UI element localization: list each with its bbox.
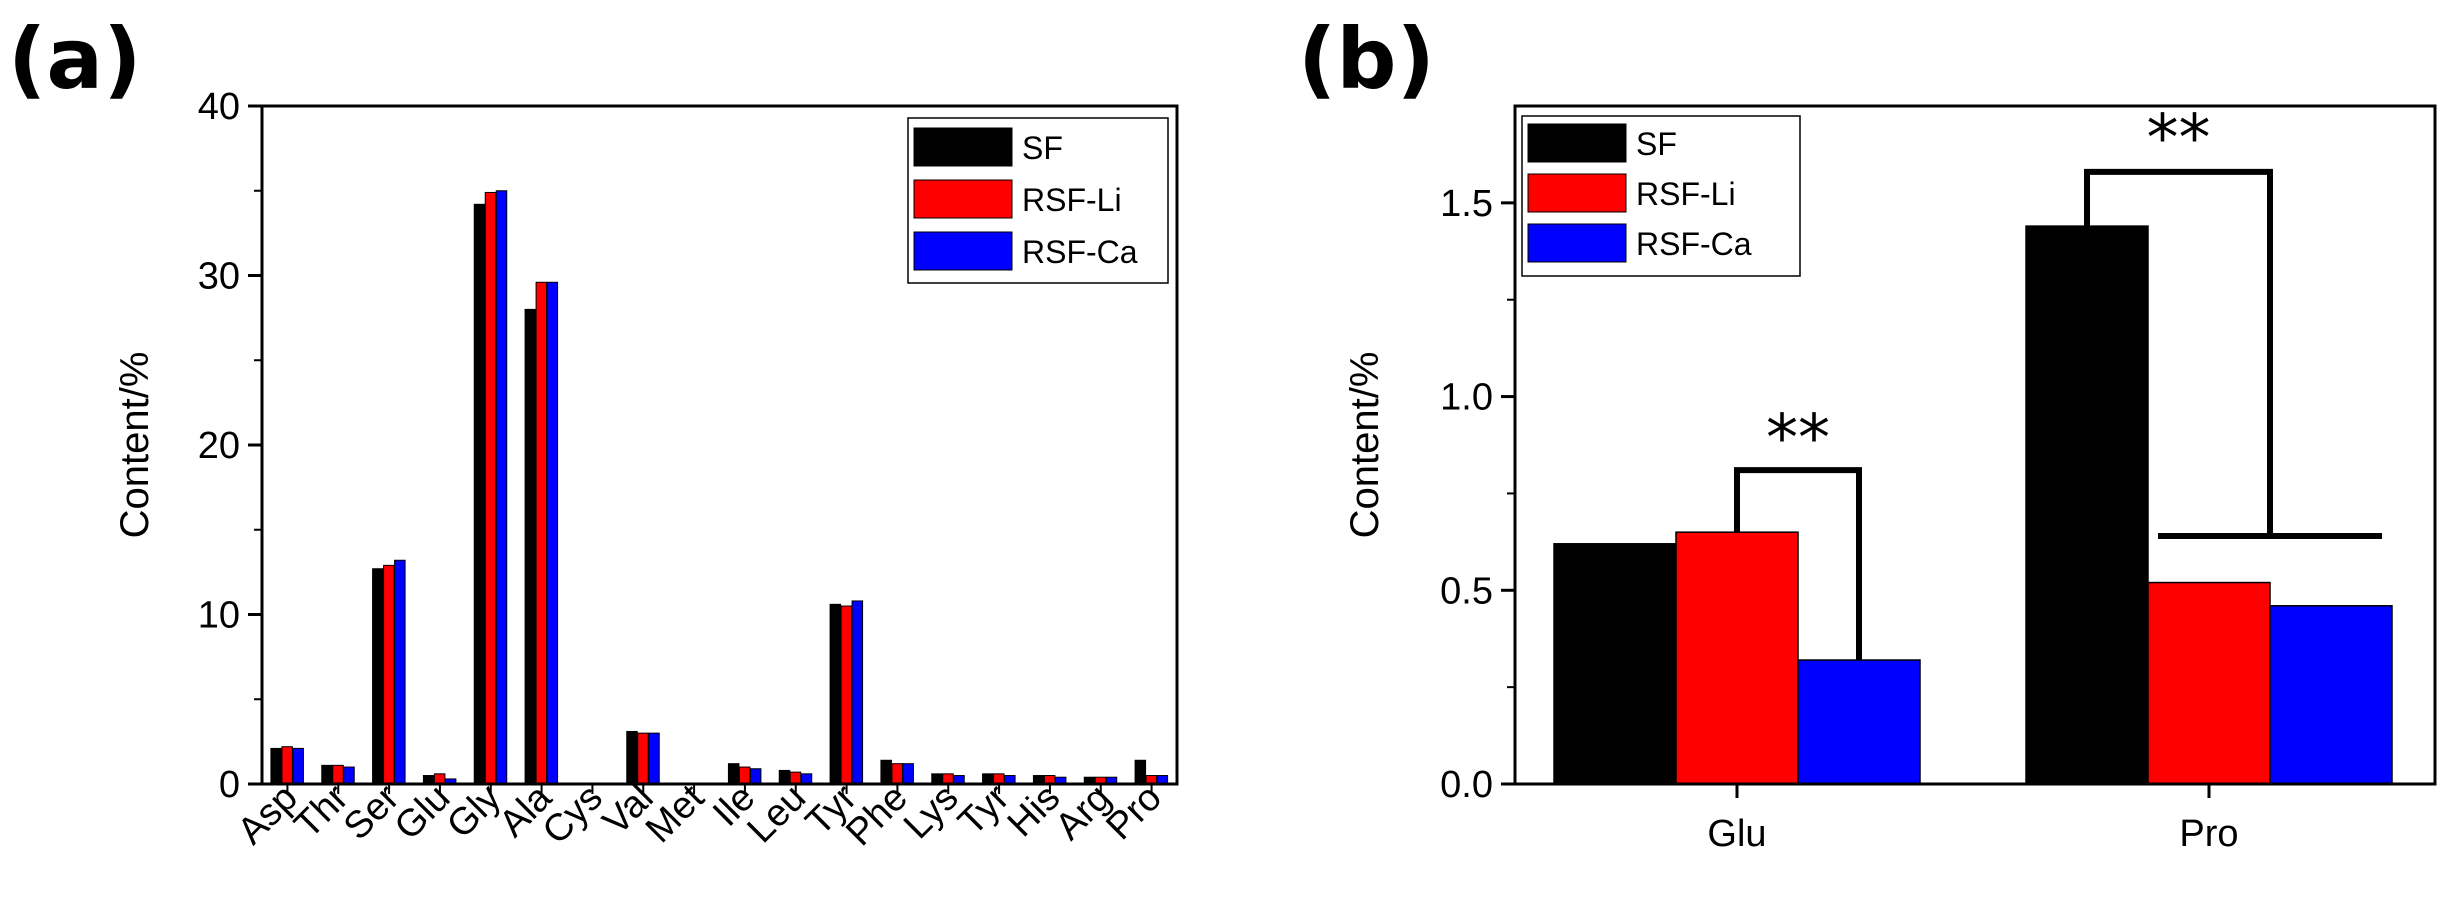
legend-swatch-rsf-li [913, 179, 1013, 219]
y-tick-label: 20 [198, 425, 240, 467]
legend-swatch-sf [913, 127, 1013, 167]
bar-a-tyr-rsf-li [840, 605, 853, 785]
panel-b-x-axis: Glu Pro [1707, 784, 2239, 855]
bar-a-leu-rsf-li [789, 771, 802, 785]
x-tick-label-met: Met [638, 776, 713, 851]
bar-a-thr-rsf-ca [343, 766, 355, 785]
bar-a-val-rsf-ca [648, 732, 660, 785]
bar-a-gly-sf [473, 203, 486, 785]
y-tick-label: 30 [198, 256, 240, 298]
bar-a-ala-sf [524, 308, 537, 785]
significance-label-glu: ** [1766, 402, 1830, 476]
bar-a-asp-rsf-ca [292, 747, 304, 785]
legend-label-rsf-li: RSF-Li [1636, 176, 1736, 212]
legend-label-rsf-ca: RSF-Ca [1636, 226, 1752, 262]
panel-b-label: (b) [1298, 10, 1435, 108]
bar-a-val-sf [626, 730, 638, 785]
panel-b-significance: ** ** [1734, 102, 2382, 661]
bar-a-glu-rsf-li [433, 773, 446, 785]
legend-label-rsf-li: RSF-Li [1022, 182, 1122, 218]
y-tick-label: 10 [198, 595, 240, 637]
legend-swatch-rsf-li [1527, 173, 1627, 213]
bar-a-phe-rsf-li [891, 763, 903, 785]
bar-a-tyr-rsf-li [993, 773, 1005, 785]
legend-swatch-rsf-ca [913, 231, 1013, 271]
bar-a-ser-rsf-ca [394, 559, 406, 785]
panel-a-y-axis: 0 10 20 30 40 [198, 86, 262, 806]
panel-b-legend: SF RSF-Li RSF-Ca [1521, 115, 1801, 277]
panel-a-x-axis: AspThrSerGluGlyAlaCysValMetIleLeuTyrPheL… [230, 776, 1170, 854]
bar-b-pro-sf [2025, 225, 2149, 785]
x-tick-label-pro: Pro [1098, 777, 1170, 849]
panel-b-chart: (b) ** ** 0.0 0.5 1.0 1.5 Glu Pro Content/% S… [1298, 10, 2437, 855]
bar-a-val-rsf-li [637, 732, 649, 785]
panel-a-chart: (a) 0 10 20 30 40 AspThrSerGluGlyAlaCysValMe… [8, 10, 1179, 854]
panel-b-bars [1553, 225, 2393, 785]
bar-b-pro-rsf-li [2147, 581, 2271, 785]
panel-a-y-axis-title: Content/% [113, 352, 157, 539]
bar-b-glu-rsf-li [1675, 531, 1799, 785]
panel-a-legend: SF RSF-Li RSF-Ca [907, 117, 1169, 284]
bar-a-ser-sf [372, 568, 384, 785]
bar-a-tyr-rsf-ca [851, 600, 864, 785]
bar-b-pro-rsf-ca [2269, 605, 2393, 785]
bar-a-thr-rsf-li [332, 764, 344, 785]
bar-a-lys-rsf-li [942, 773, 954, 785]
significance-label-pro: ** [2147, 102, 2211, 176]
legend-label-rsf-ca: RSF-Ca [1022, 234, 1138, 270]
bar-a-tyr-sf [829, 603, 842, 785]
significance-bracket-glu [1734, 467, 1862, 661]
panel-a-label: (a) [8, 10, 141, 108]
y-tick-label: 0.5 [1440, 570, 1493, 612]
bar-a-gly-rsf-li [484, 191, 497, 785]
bar-a-leu-rsf-ca [800, 773, 813, 785]
y-tick-label: 1.0 [1440, 377, 1493, 419]
legend-label-sf: SF [1022, 130, 1063, 166]
panel-b-plot-frame [1513, 104, 2437, 786]
y-tick-label: 0 [219, 764, 240, 806]
panel-b-y-axis-title: Content/% [1343, 352, 1387, 539]
x-tick-label-pro: Pro [2179, 813, 2238, 855]
bar-b-glu-rsf-ca [1797, 659, 1921, 785]
bar-a-ile-rsf-ca [749, 768, 762, 785]
bar-a-gly-rsf-ca [495, 190, 508, 785]
bar-a-ser-rsf-li [383, 564, 395, 785]
y-tick-label: 1.5 [1440, 183, 1493, 225]
x-tick-label-glu: Glu [1707, 813, 1766, 855]
bar-b-glu-sf [1553, 543, 1677, 785]
panel-a-bars [270, 190, 1169, 785]
bar-a-ile-rsf-li [738, 766, 751, 785]
significance-bracket-pro [2084, 168, 2273, 537]
panel-b-y-axis: 0.0 0.5 1.0 1.5 [1440, 183, 1515, 806]
legend-swatch-rsf-ca [1527, 223, 1627, 263]
legend-swatch-sf [1527, 123, 1627, 163]
bar-a-asp-rsf-li [281, 746, 293, 785]
bar-a-phe-rsf-ca [902, 763, 914, 785]
bar-a-ala-rsf-ca [546, 281, 559, 785]
legend-label-sf: SF [1636, 126, 1677, 162]
y-tick-label: 40 [198, 86, 240, 128]
y-tick-label: 0.0 [1440, 764, 1493, 806]
bar-a-ala-rsf-li [535, 281, 548, 785]
